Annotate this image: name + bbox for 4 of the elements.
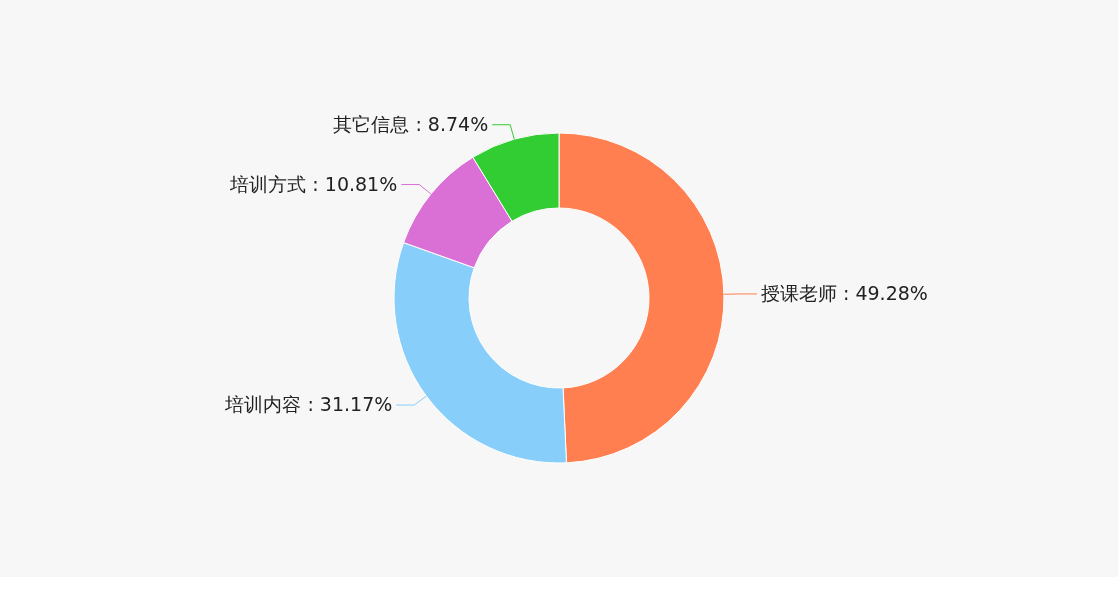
- slice-label: 培训内容 : 31.17%: [224, 393, 393, 416]
- slice-label: 培训方式 : 10.81%: [229, 172, 398, 195]
- slice-label: 其它信息 : 8.74%: [333, 112, 489, 135]
- slice-label: 授课老师 : 49.28%: [760, 281, 928, 304]
